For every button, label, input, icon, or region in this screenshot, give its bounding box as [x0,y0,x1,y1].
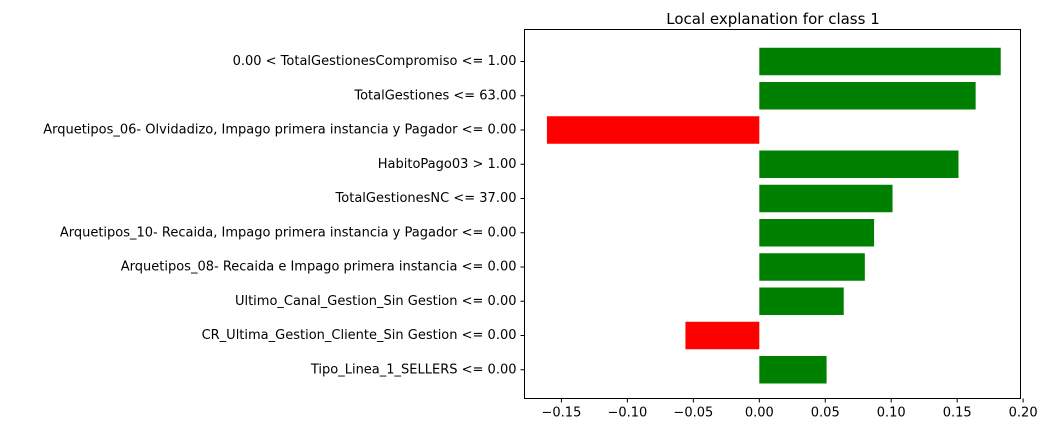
bar-4 [759,150,959,178]
bar-6 [759,219,875,247]
bar-7 [759,253,865,281]
bar-1 [759,47,1001,76]
y-tick-label: Arquetipos_08- Recaida e Impago primera … [121,260,517,275]
bar-2 [759,82,976,110]
y-tick-label: CR_Ultima_Gestion_Cliente_Sin Gestion <=… [202,328,517,343]
x-tick-labels: −0.15 −0.10 −0.05 0.00 0.05 0.10 0.15 0.20 [542,398,1038,421]
bar-3 [546,116,760,144]
x-tick-label: −0.15 [542,406,582,421]
y-tick-label: Ultimo_Canal_Gestion_Sin Gestion <= 0.00 [235,294,517,309]
y-tick-labels: 0.00 < TotalGestionesCompromiso <= 1.00 T… [43,54,525,377]
chart-title: Local explanation for class 1 [666,10,880,28]
x-tick-label: −0.05 [673,406,713,421]
bar-8 [759,287,844,315]
plot-area-frame [524,29,1021,399]
x-tick-label: −0.10 [607,406,647,421]
y-tick-label: Arquetipos_06- Olvidadizo, Impago primer… [43,123,516,138]
x-tick-label: 0.20 [1009,406,1038,421]
x-tick-label: 0.00 [745,406,774,421]
x-tick-label: 0.10 [877,406,906,421]
y-tick-label: Arquetipos_10- Recaida, Impago primera i… [60,225,517,240]
x-tick-label: 0.05 [811,406,840,421]
bar-5 [759,184,893,213]
y-tick-label: 0.00 < TotalGestionesCompromiso <= 1.00 [233,54,517,69]
bar-10 [759,356,827,384]
x-tick-label: 0.15 [943,406,972,421]
y-tick-label: TotalGestiones <= 63.00 [353,88,516,103]
bars-layer [546,47,1001,384]
y-tick-label: TotalGestionesNC <= 37.00 [335,191,517,206]
y-tick-label: HabitoPago03 > 1.00 [378,157,517,172]
bar-9 [685,321,760,350]
y-tick-label: Tipo_Linea_1_SELLERS <= 0.00 [310,362,517,377]
